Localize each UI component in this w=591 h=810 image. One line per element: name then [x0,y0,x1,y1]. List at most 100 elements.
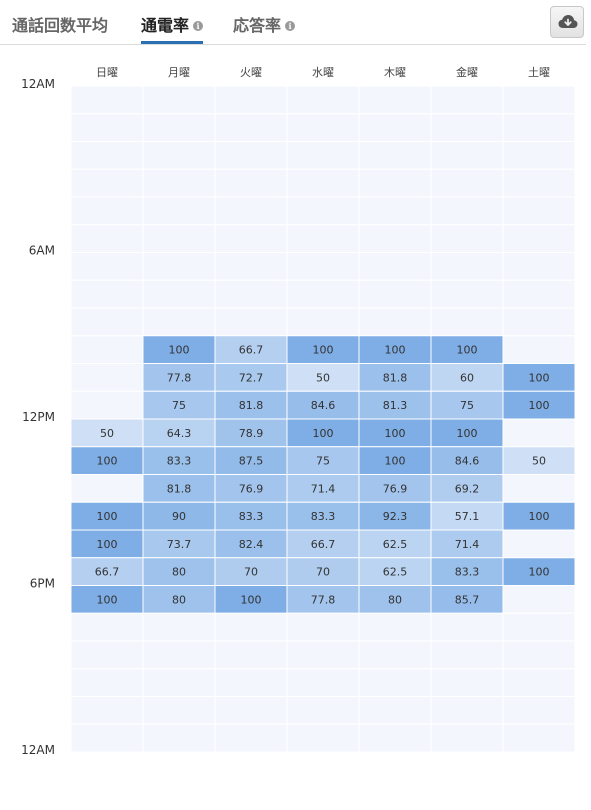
heatmap-cell[interactable] [286,557,360,586]
heatmap-cell[interactable] [286,390,360,420]
heatmap-cell[interactable] [358,224,432,253]
heatmap-cell[interactable] [70,612,144,642]
heatmap-cell[interactable] [358,640,432,670]
heatmap-cell[interactable] [286,363,360,392]
heatmap-cell[interactable] [502,612,576,642]
heatmap-cell[interactable] [142,307,216,337]
heatmap-cell[interactable] [214,113,288,142]
heatmap-cell[interactable] [358,168,432,198]
heatmap-cell[interactable] [142,113,216,142]
download-button[interactable] [550,6,584,38]
heatmap-cell[interactable] [142,585,216,614]
heatmap-cell[interactable] [214,640,288,670]
heatmap-cell[interactable] [430,723,504,753]
info-icon[interactable]: i [193,21,204,31]
heatmap-cell[interactable] [142,418,216,448]
heatmap-cell[interactable] [70,307,144,337]
heatmap-cell[interactable] [430,418,504,448]
heatmap-cell[interactable] [430,307,504,337]
heatmap-cell[interactable] [430,224,504,253]
heatmap-cell[interactable] [70,196,144,226]
heatmap-cell[interactable] [502,668,576,697]
heatmap-cell[interactable] [502,196,576,226]
heatmap-cell[interactable] [70,446,144,475]
heatmap-cell[interactable] [502,418,576,448]
heatmap-cell[interactable] [70,85,144,115]
heatmap-cell[interactable] [502,529,576,559]
heatmap-cell[interactable] [142,85,216,115]
tab-connection-rate[interactable]: 通電率 i [141,12,204,44]
heatmap-cell[interactable] [70,418,144,448]
heatmap-cell[interactable] [502,696,576,725]
heatmap-cell[interactable] [142,696,216,725]
heatmap-cell[interactable] [286,196,360,226]
heatmap-cell[interactable] [358,557,432,586]
heatmap-cell[interactable] [214,474,288,503]
heatmap-cell[interactable] [214,307,288,337]
heatmap-cell[interactable] [214,557,288,586]
heatmap-cell[interactable] [358,85,432,115]
heatmap-cell[interactable] [142,141,216,170]
heatmap-cell[interactable] [358,363,432,392]
heatmap-cell[interactable] [502,363,576,392]
heatmap-cell[interactable] [358,585,432,614]
heatmap-cell[interactable] [70,723,144,753]
heatmap-cell[interactable] [70,529,144,559]
heatmap-cell[interactable] [214,612,288,642]
heatmap-cell[interactable] [142,640,216,670]
heatmap-cell[interactable] [358,196,432,226]
heatmap-cell[interactable] [70,390,144,420]
heatmap-cell[interactable] [286,696,360,725]
heatmap-cell[interactable] [502,252,576,281]
heatmap-cell[interactable] [430,474,504,503]
heatmap-cell[interactable] [70,252,144,281]
heatmap-cell[interactable] [502,168,576,198]
heatmap-cell[interactable] [142,279,216,309]
heatmap-cell[interactable] [286,279,360,309]
heatmap-cell[interactable] [502,335,576,364]
heatmap-cell[interactable] [214,696,288,725]
heatmap-cell[interactable] [502,585,576,614]
heatmap-cell[interactable] [214,224,288,253]
heatmap-cell[interactable] [142,252,216,281]
heatmap-cell[interactable] [502,640,576,670]
heatmap-cell[interactable] [502,224,576,253]
heatmap-cell[interactable] [70,363,144,392]
heatmap-cell[interactable] [286,723,360,753]
heatmap-cell[interactable] [214,418,288,448]
heatmap-cell[interactable] [142,668,216,697]
heatmap-cell[interactable] [214,668,288,697]
heatmap-cell[interactable] [502,113,576,142]
heatmap-cell[interactable] [286,85,360,115]
heatmap-cell[interactable] [70,696,144,725]
heatmap-cell[interactable] [286,224,360,253]
heatmap-cell[interactable] [358,252,432,281]
heatmap-cell[interactable] [430,640,504,670]
heatmap-cell[interactable] [358,141,432,170]
heatmap-cell[interactable] [358,279,432,309]
heatmap-cell[interactable] [430,557,504,586]
heatmap-cell[interactable] [430,85,504,115]
heatmap-cell[interactable] [430,501,504,531]
heatmap-cell[interactable] [142,501,216,531]
heatmap-cell[interactable] [142,723,216,753]
heatmap-cell[interactable] [142,557,216,586]
heatmap-cell[interactable] [358,307,432,337]
heatmap-cell[interactable] [214,585,288,614]
heatmap-cell[interactable] [214,529,288,559]
heatmap-cell[interactable] [430,612,504,642]
heatmap-cell[interactable] [358,723,432,753]
heatmap-cell[interactable] [70,335,144,364]
heatmap-cell[interactable] [286,335,360,364]
heatmap-cell[interactable] [70,640,144,670]
heatmap-cell[interactable] [70,113,144,142]
heatmap-cell[interactable] [358,696,432,725]
heatmap-cell[interactable] [214,196,288,226]
heatmap-cell[interactable] [502,474,576,503]
heatmap-cell[interactable] [502,723,576,753]
heatmap-cell[interactable] [286,141,360,170]
heatmap-cell[interactable] [286,474,360,503]
heatmap-cell[interactable] [286,446,360,475]
heatmap-cell[interactable] [502,85,576,115]
heatmap-cell[interactable] [70,141,144,170]
